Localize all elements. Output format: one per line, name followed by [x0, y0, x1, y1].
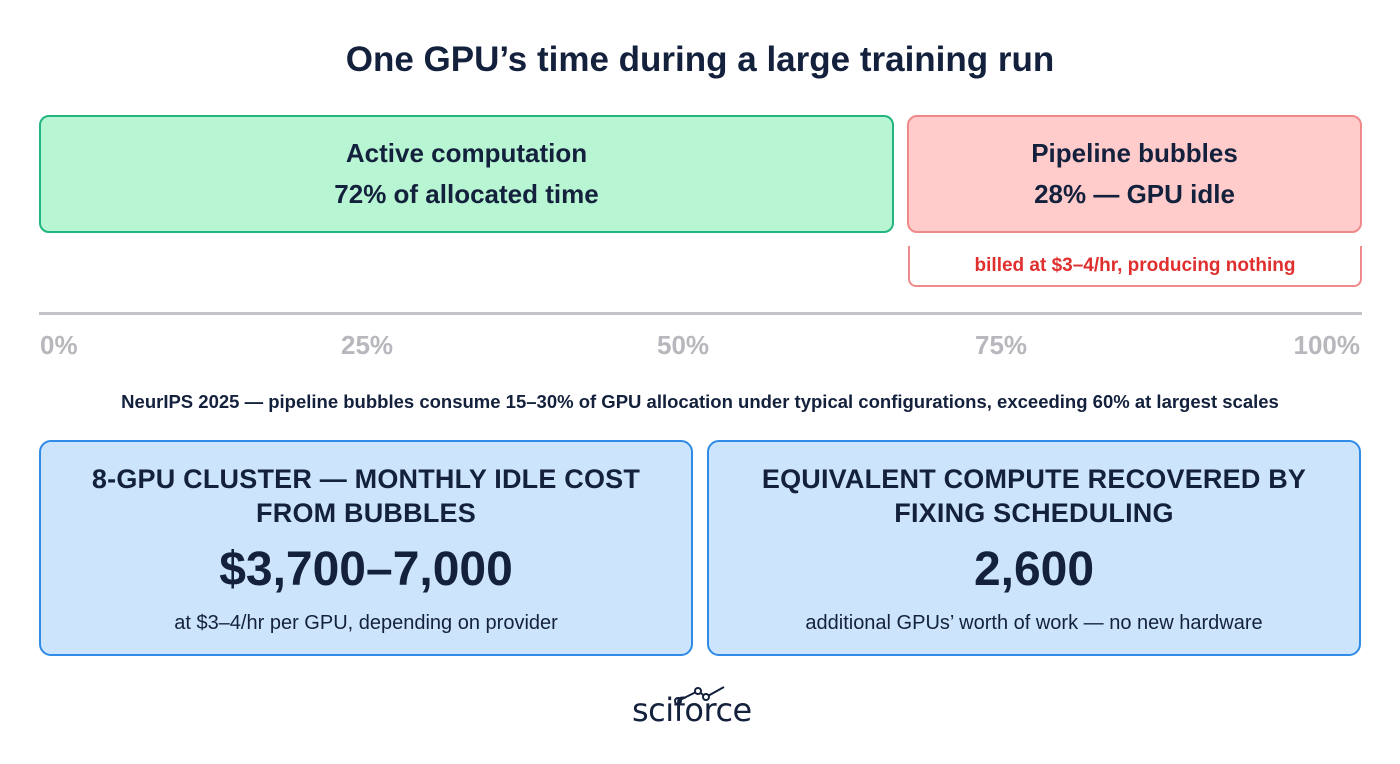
idle-cost-note: at $3–4/hr per GPU, depending on provide… [174, 612, 558, 634]
idle-cost-heading: 8-GPU CLUSTER — MONTHLY IDLE COST FROM B… [41, 462, 691, 530]
pipeline-bubbles-detail: 28% — GPU idle [1034, 179, 1235, 209]
axis-tick-100: 100% [1293, 330, 1361, 360]
billing-note: billed at $3–4/hr, producing nothing [974, 254, 1296, 276]
recovered-compute-heading-line2: FIXING SCHEDULING [894, 498, 1174, 528]
axis-tick-25: 25% [341, 330, 394, 360]
idle-cost-card: 8-GPU CLUSTER — MONTHLY IDLE COST FROM B… [39, 440, 693, 656]
sciforce-logo: sciforce [632, 683, 772, 731]
active-computation-label: Active computation [345, 138, 588, 168]
source-note: NeurIPS 2025 — pipeline bubbles consume … [121, 391, 1279, 412]
active-computation-detail: 72% of allocated time [334, 179, 599, 209]
recovered-compute-note: additional GPUs’ worth of work — no new … [805, 612, 1263, 634]
recovered-compute-heading-line1: EQUIVALENT COMPUTE RECOVERED BY [761, 464, 1307, 494]
axis-tick-0: 0% [40, 330, 78, 360]
recovered-compute-card: EQUIVALENT COMPUTE RECOVERED BY FIXING S… [707, 440, 1361, 656]
idle-cost-value: $3,700–7,000 [219, 543, 513, 596]
page-title: One GPU’s time during a large training r… [345, 40, 1055, 79]
pipeline-bubbles-segment: Pipeline bubbles 28% — GPU idle [907, 115, 1362, 233]
billing-note-bracket: billed at $3–4/hr, producing nothing [908, 246, 1362, 287]
idle-cost-heading-line1: 8-GPU CLUSTER — MONTHLY IDLE COST [91, 464, 641, 494]
recovered-compute-value: 2,600 [973, 543, 1095, 596]
logo-network-icon [674, 686, 725, 705]
logo-wordmark: sciforce [632, 691, 752, 729]
axis-tick-75: 75% [975, 330, 1028, 360]
idle-cost-heading-line2: FROM BUBBLES [256, 498, 476, 528]
timeline-axis [39, 312, 1362, 315]
pipeline-bubbles-label: Pipeline bubbles [1031, 138, 1238, 168]
active-computation-segment: Active computation 72% of allocated time [39, 115, 894, 233]
axis-tick-50: 50% [657, 330, 710, 360]
recovered-compute-heading: EQUIVALENT COMPUTE RECOVERED BY FIXING S… [709, 462, 1359, 530]
